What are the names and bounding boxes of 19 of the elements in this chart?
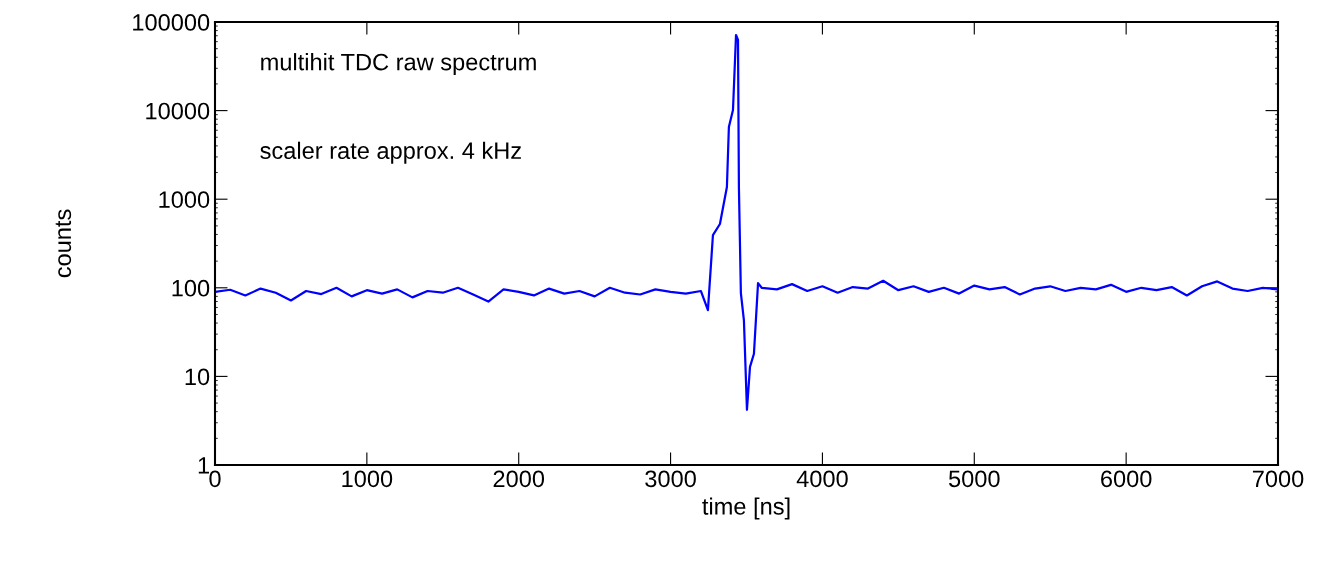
x-tick-label: 5000 (948, 470, 1000, 488)
y-tick-label: 1000 (159, 191, 210, 208)
x-tick-label: 1000 (342, 470, 393, 488)
x-tick-label: 7000 (1252, 470, 1304, 488)
annotation: scaler rate approx. 4 kHz (260, 141, 521, 164)
line-series (215, 33, 1278, 411)
y-tick-label: 10000 (146, 102, 210, 120)
y-tick-label: 10 (185, 368, 210, 386)
y-axis-title: counts (55, 209, 72, 278)
x-tick-label: 3000 (645, 470, 696, 488)
x-tick-label: 6000 (1101, 470, 1152, 488)
annotation: multihit TDC raw spectrum (261, 53, 536, 76)
x-tick-label: 0 (209, 470, 221, 488)
y-tick-label: 100000 (133, 14, 210, 31)
y-tick-label: 100 (172, 279, 210, 297)
x-tick-label: 2000 (493, 470, 545, 488)
x-tick-label: 4000 (796, 470, 848, 488)
x-axis-title: time [ns] (702, 497, 790, 520)
y-tick-label: 1 (198, 457, 209, 474)
